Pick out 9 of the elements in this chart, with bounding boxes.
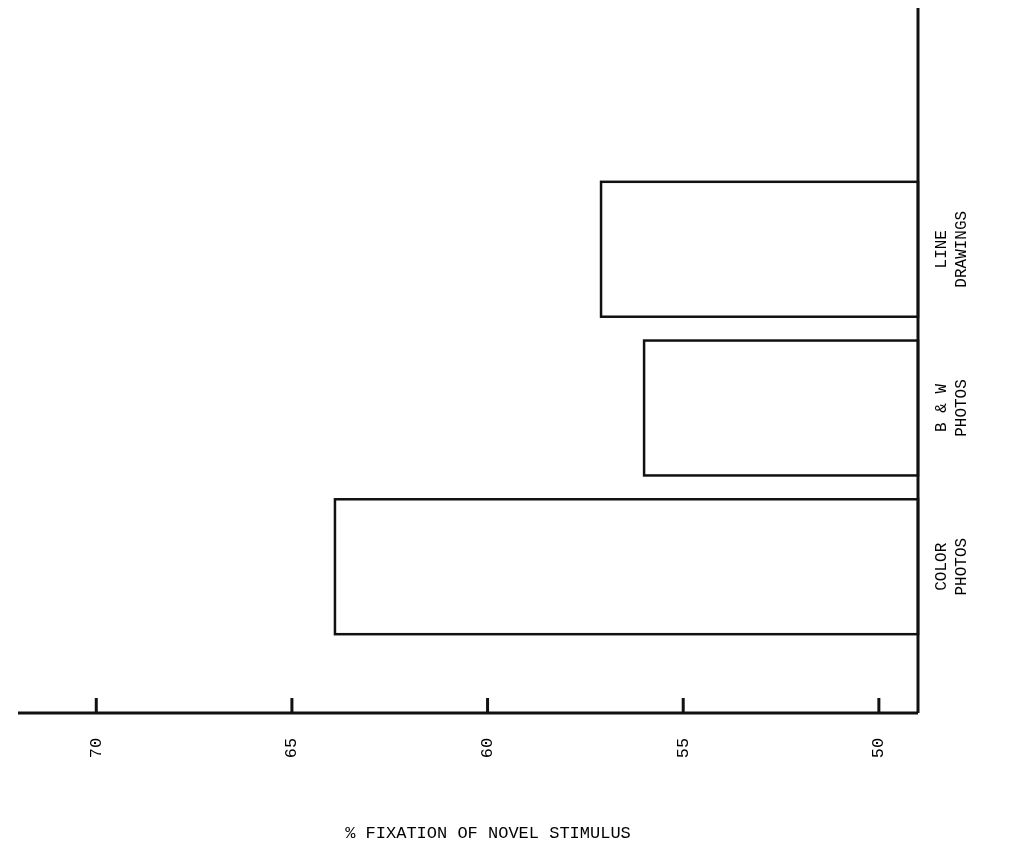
y-tick-label: B & W PHOTOS bbox=[933, 379, 971, 437]
x-tick-label: 70 bbox=[86, 737, 106, 759]
x-tick-label: 65 bbox=[282, 737, 302, 759]
x-axis-title: % FIXATION OF NOVEL STIMULUS bbox=[345, 824, 631, 843]
x-tick-label: 50 bbox=[869, 737, 889, 759]
x-tick-label: 55 bbox=[673, 737, 693, 759]
y-tick-label: COLOR PHOTOS bbox=[933, 537, 971, 596]
y-tick-label: LINE DRAWINGS bbox=[933, 210, 971, 288]
x-tick-label: 60 bbox=[478, 737, 498, 759]
